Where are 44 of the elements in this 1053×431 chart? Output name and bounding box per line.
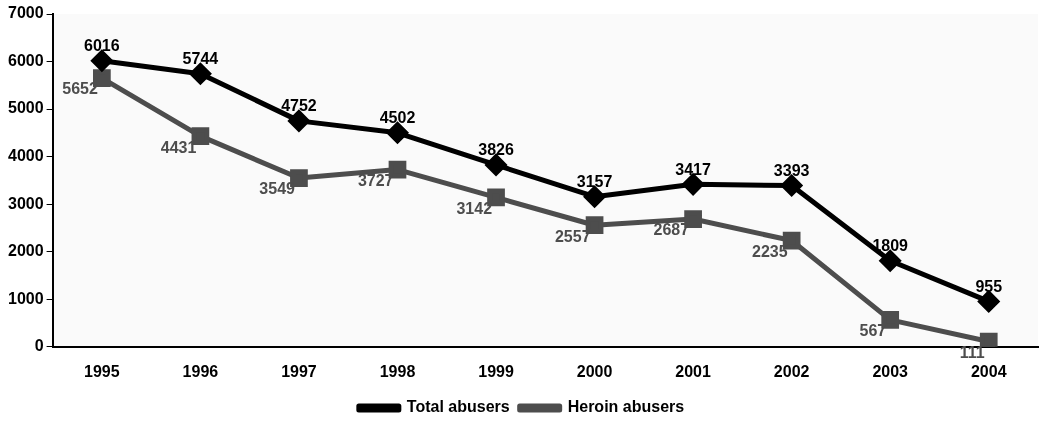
y-tick-label: 1000: [8, 289, 44, 307]
y-tick-label: 0: [34, 337, 44, 355]
data-label: 2235: [752, 242, 788, 260]
x-tick-label: 2000: [576, 362, 613, 380]
data-label: 4431: [160, 138, 197, 156]
point: [189, 63, 211, 85]
x-tick-label: 2002: [773, 362, 810, 380]
y-tick-label: 5000: [8, 99, 44, 117]
point: [91, 50, 113, 72]
point: [879, 250, 901, 272]
x-tick-label: 1995: [84, 362, 120, 380]
data-label: 5744: [182, 50, 219, 68]
point: [781, 174, 803, 196]
point: [978, 290, 1000, 312]
data-label: 4502: [379, 109, 416, 127]
data-label: 111: [959, 343, 985, 361]
data-label: 3417: [675, 160, 712, 178]
x-tick-label: 2004: [970, 362, 1007, 380]
data-label: 4752: [281, 97, 317, 115]
data-label: 6016: [84, 37, 120, 55]
x-tick-label: 2003: [872, 362, 909, 380]
x-tick-label: 1999: [478, 362, 514, 380]
x-tick-label: 2001: [675, 362, 712, 380]
point: [288, 110, 310, 132]
x-tick-label: 1997: [281, 362, 317, 380]
data-label: 3393: [773, 161, 810, 179]
y-tick-label: 4000: [8, 147, 44, 165]
data-label: 955: [975, 277, 1003, 295]
y-tick-label: 7000: [8, 4, 44, 22]
point: [386, 122, 408, 144]
y-tick-label: 2000: [8, 242, 44, 260]
data-label: 3826: [478, 141, 514, 159]
point: [682, 173, 704, 195]
data-label: 3157: [576, 173, 613, 191]
legend-label: Heroin abusers: [567, 398, 685, 416]
data-label: 3142: [456, 199, 493, 217]
point: [485, 154, 507, 176]
y-tick-label: 3000: [8, 194, 44, 212]
data-label: 3549: [259, 180, 296, 198]
legend-label: Total abusers: [406, 398, 510, 416]
y-tick-label: 6000: [8, 51, 44, 69]
point: [584, 186, 606, 208]
x-tick-label: 1998: [379, 362, 416, 380]
x-tick-label: 1996: [182, 362, 219, 380]
